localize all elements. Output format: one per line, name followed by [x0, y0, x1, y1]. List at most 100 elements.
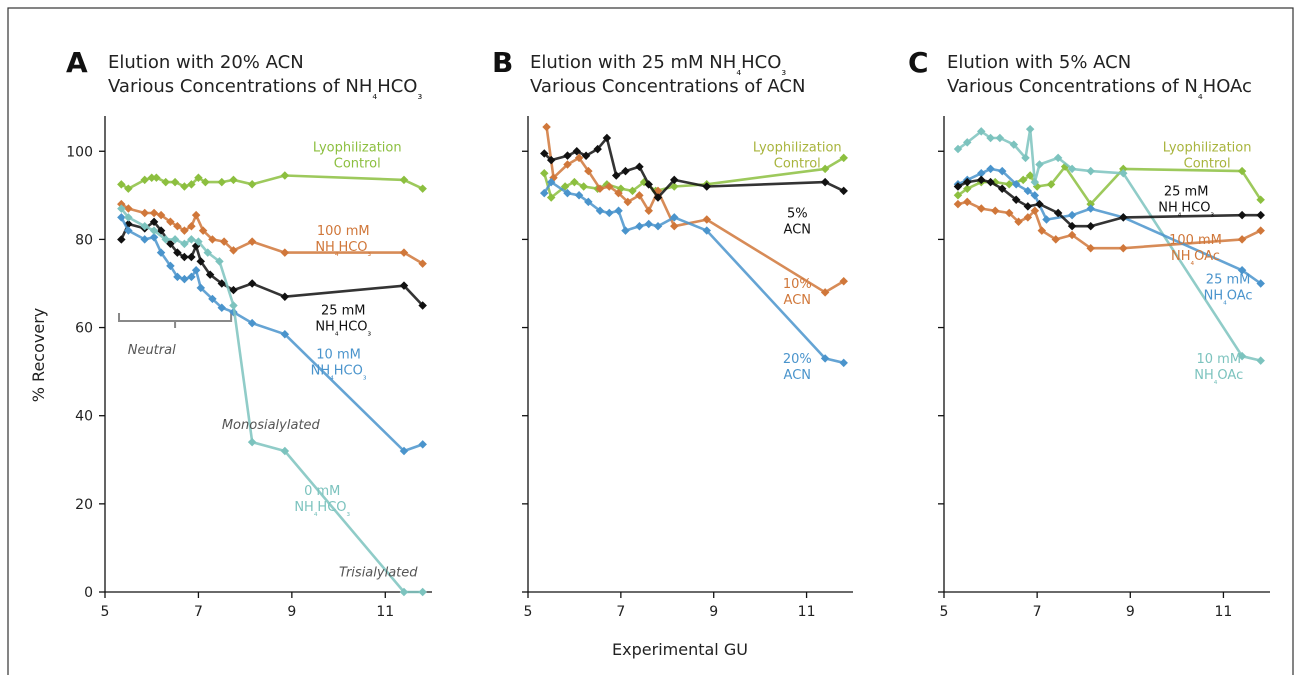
- x-tick-label: 11: [1215, 604, 1233, 620]
- panels: A Elution with 20% ACN Various Concentrati…: [66, 46, 1270, 620]
- x-axis-label: Experimental GU: [612, 640, 748, 659]
- y-tick-label: 100: [66, 144, 93, 160]
- panel-subtitle: Various Concentrations of NH₄HCO₃: [108, 76, 422, 102]
- series-line: [120, 203, 424, 265]
- data-point: [1035, 160, 1044, 169]
- series-label: 10 mM: [1196, 352, 1241, 367]
- data-point: [208, 235, 217, 244]
- data-point: [839, 358, 848, 368]
- data-point: [166, 261, 175, 271]
- data-point: [963, 138, 972, 147]
- data-point: [963, 197, 972, 207]
- data-point: [611, 171, 621, 180]
- data-point: [173, 248, 182, 257]
- data-point: [208, 294, 217, 304]
- data-point: [1051, 235, 1061, 244]
- data-point: [247, 318, 257, 328]
- data-point: [205, 270, 215, 279]
- series-line: [543, 180, 844, 365]
- series-line: [120, 207, 423, 594]
- data-point: [986, 164, 995, 174]
- series-label: NH₄OAc: [1194, 368, 1243, 387]
- series: [953, 197, 1265, 253]
- data-point: [247, 437, 257, 447]
- data-point: [1237, 235, 1247, 244]
- data-point: [117, 204, 126, 213]
- data-point: [1067, 210, 1077, 220]
- data-point: [644, 219, 653, 229]
- data-point: [839, 153, 848, 163]
- data-point: [670, 221, 679, 231]
- data-point: [581, 151, 591, 160]
- data-point: [280, 446, 290, 456]
- neutral-bracket: [118, 312, 233, 328]
- data-point: [1086, 166, 1095, 176]
- x-tick-label: 7: [194, 604, 203, 620]
- data-point: [1067, 230, 1077, 240]
- data-point: [595, 184, 605, 193]
- data-point: [217, 279, 227, 288]
- panel-title: Elution with 25 mM NH₄HCO₃: [530, 52, 786, 78]
- data-point: [1119, 169, 1128, 178]
- series-label: Lyophilization: [1163, 140, 1252, 155]
- data-point: [1256, 226, 1265, 235]
- panel-subtitle: Various Concentrations of N₄HOAc: [947, 76, 1252, 102]
- data-point: [1004, 180, 1014, 189]
- data-point: [196, 283, 206, 293]
- series-label: 25 mM: [321, 303, 366, 318]
- data-point: [953, 199, 963, 209]
- x-tick-label: 11: [376, 604, 394, 620]
- series-label: NH₄HCO₃: [315, 319, 371, 338]
- series-label: 10%: [783, 277, 812, 292]
- data-point: [418, 184, 427, 193]
- data-point: [180, 252, 189, 262]
- data-point: [194, 237, 203, 246]
- data-point: [614, 206, 623, 216]
- data-point: [977, 204, 986, 213]
- series-label: 0 mM: [304, 484, 340, 499]
- figure-frame: [7, 7, 1294, 675]
- data-point: [187, 221, 196, 231]
- data-point: [280, 248, 290, 257]
- data-point: [229, 285, 238, 295]
- data-point: [644, 206, 653, 216]
- data-point: [166, 239, 175, 249]
- x-tick-label: 9: [709, 604, 718, 620]
- panel-title: Elution with 20% ACN: [108, 52, 304, 73]
- data-point: [621, 166, 630, 176]
- data-point: [156, 210, 166, 220]
- data-point: [635, 162, 644, 171]
- data-point: [1053, 153, 1063, 163]
- series-label: 20%: [783, 352, 812, 367]
- data-point: [191, 210, 201, 220]
- data-point: [986, 177, 995, 187]
- data-point: [418, 587, 427, 597]
- data-point: [187, 235, 196, 244]
- data-point: [570, 177, 579, 187]
- data-point: [173, 221, 182, 231]
- data-point: [546, 193, 556, 202]
- data-point: [156, 226, 166, 235]
- y-tick-label: 40: [75, 409, 93, 425]
- data-point: [399, 281, 409, 290]
- data-point: [953, 182, 963, 191]
- data-point: [117, 180, 126, 189]
- data-point: [140, 208, 149, 218]
- data-point: [839, 277, 848, 286]
- series-label: Lyophilization: [313, 140, 402, 155]
- panel-subtitle: Various Concentrations of ACN: [530, 76, 805, 97]
- data-point: [219, 237, 229, 246]
- data-point: [702, 182, 711, 191]
- series-label: Control: [774, 156, 821, 171]
- data-point: [280, 171, 290, 180]
- series-label: 25 mM: [1164, 184, 1209, 199]
- data-point: [995, 133, 1005, 143]
- series-label: ACN: [784, 293, 811, 308]
- data-point: [140, 221, 149, 231]
- data-point: [572, 146, 582, 156]
- panel-letter: B: [492, 46, 513, 79]
- data-point: [1119, 243, 1128, 253]
- data-point: [180, 274, 189, 284]
- series-label: 5%: [787, 206, 808, 221]
